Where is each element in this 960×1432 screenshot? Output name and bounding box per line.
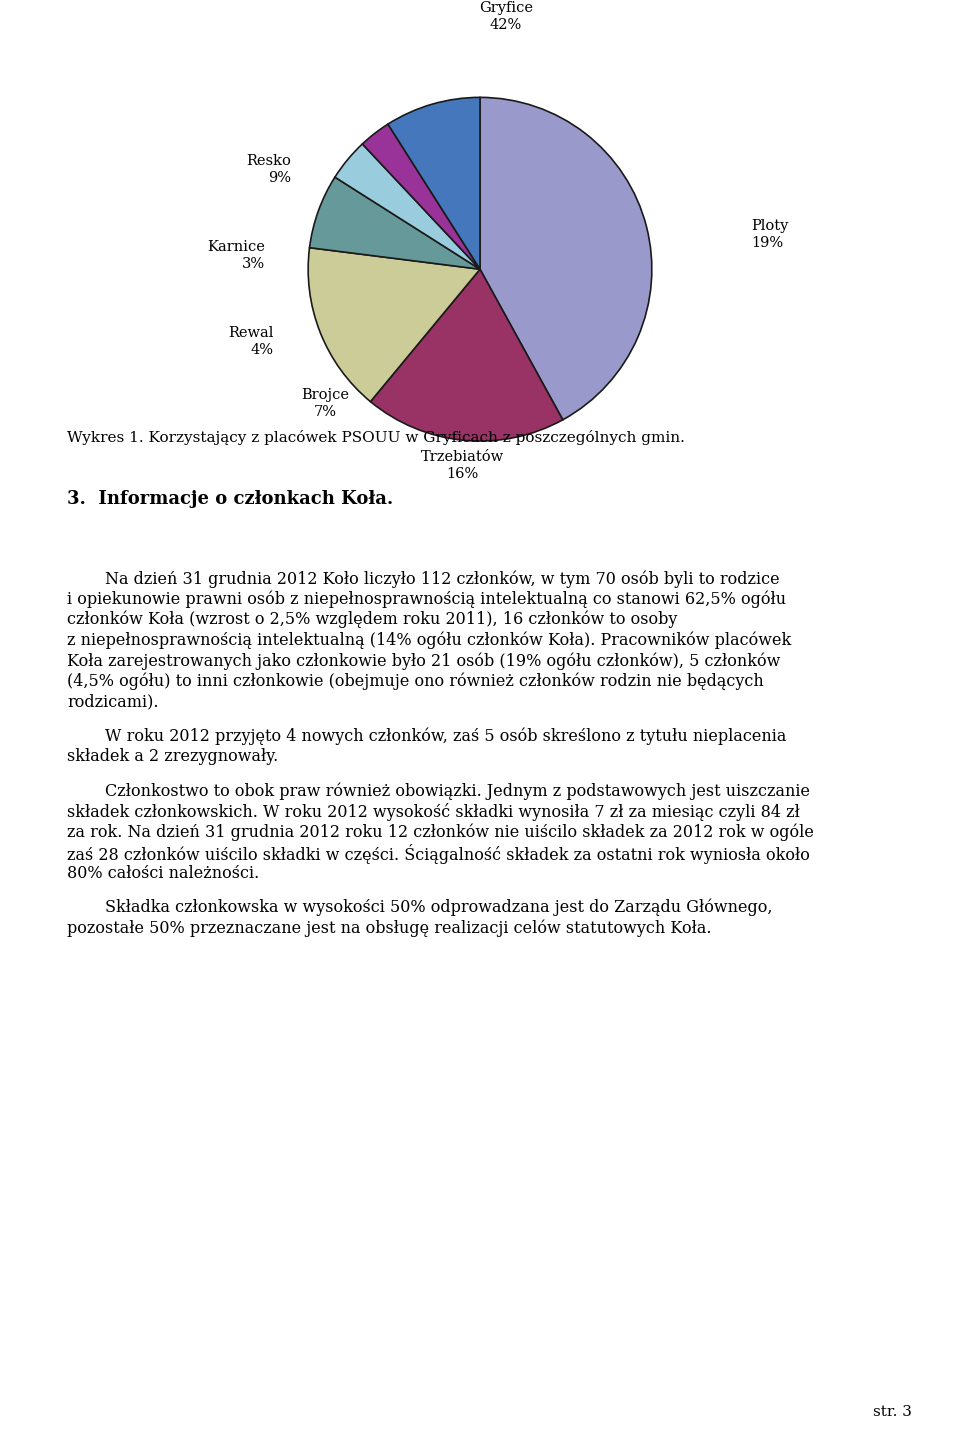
Text: Koła zarejestrowanych jako członkowie było 21 osób (19% ogółu członków), 5 człon: Koła zarejestrowanych jako członkowie by… [67, 652, 780, 670]
Text: Resko
9%: Resko 9% [246, 153, 291, 185]
Wedge shape [388, 97, 480, 269]
Wedge shape [362, 125, 480, 269]
Text: (4,5% ogółu) to inni członkowie (obejmuje ono również członków rodzin nie będący: (4,5% ogółu) to inni członkowie (obejmuj… [67, 673, 764, 690]
Text: i opiekunowie prawni osób z niepełnosprawnością intelektualną co stanowi 62,5% o: i opiekunowie prawni osób z niepełnospra… [67, 590, 786, 609]
Wedge shape [309, 178, 480, 269]
Text: pozostałe 50% przeznaczane jest na obsługę realizacji celów statutowych Koła.: pozostałe 50% przeznaczane jest na obsłu… [67, 919, 711, 937]
Text: Trzebiatów
16%: Trzebiatów 16% [421, 450, 504, 481]
Text: składek a 2 zrezygnowały.: składek a 2 zrezygnowały. [67, 748, 278, 765]
Wedge shape [335, 145, 480, 269]
Wedge shape [480, 97, 652, 420]
Text: członków Koła (wzrost o 2,5% względem roku 2011), 16 członków to osoby: członków Koła (wzrost o 2,5% względem ro… [67, 611, 678, 629]
Text: Brojce
7%: Brojce 7% [301, 388, 349, 420]
Text: 3.  Informacje o członkach Koła.: 3. Informacje o członkach Koła. [67, 490, 394, 508]
Text: rodzicami).: rodzicami). [67, 693, 158, 710]
Wedge shape [308, 248, 480, 401]
Text: Gryfice
42%: Gryfice 42% [479, 1, 533, 32]
Text: W roku 2012 przyjęto 4 nowych członków, zaś 5 osób skreślono z tytułu nieplaceni: W roku 2012 przyjęto 4 nowych członków, … [105, 727, 786, 745]
Text: za rok. Na dzień 31 grudnia 2012 roku 12 członków nie uiścilo składek za 2012 ro: za rok. Na dzień 31 grudnia 2012 roku 12… [67, 823, 814, 841]
Text: Na dzień 31 grudnia 2012 Koło liczyło 112 członków, w tym 70 osób byli to rodzic: Na dzień 31 grudnia 2012 Koło liczyło 11… [105, 570, 780, 587]
Text: Składka członkowska w wysokości 50% odprowadzana jest do Zarządu Głównego,: Składka członkowska w wysokości 50% odpr… [105, 899, 773, 916]
Text: Członkostwo to obok praw również obowiązki. Jednym z podstawowych jest uiszczani: Członkostwo to obok praw również obowiąz… [105, 782, 810, 800]
Text: składek członkowskich. W roku 2012 wysokość składki wynosiła 7 zł za miesiąc czy: składek członkowskich. W roku 2012 wysok… [67, 803, 800, 821]
Text: Wykres 1. Korzystający z placówek PSOUU w Gryficach z poszczególnych gmin.: Wykres 1. Korzystający z placówek PSOUU … [67, 430, 684, 445]
Text: 80% całości należności.: 80% całości należności. [67, 865, 259, 882]
Wedge shape [371, 269, 563, 441]
Text: zaś 28 członków uiścilo składki w części. Ściągalność składek za ostatni rok wyn: zaś 28 członków uiścilo składki w części… [67, 843, 810, 863]
Text: z niepełnosprawnością intelektualną (14% ogółu członków Koła). Pracowników placó: z niepełnosprawnością intelektualną (14%… [67, 632, 791, 649]
Text: Ploty
19%: Ploty 19% [752, 219, 789, 251]
Text: Karnice
3%: Karnice 3% [207, 239, 265, 271]
Text: str. 3: str. 3 [874, 1405, 912, 1419]
Text: Rewal
4%: Rewal 4% [228, 325, 274, 357]
